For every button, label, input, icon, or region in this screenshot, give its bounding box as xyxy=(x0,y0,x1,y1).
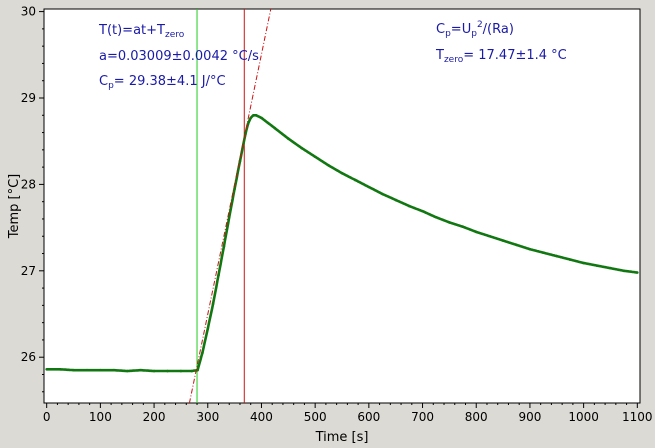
x-tick-label: 500 xyxy=(304,410,327,424)
data-point xyxy=(249,116,253,120)
data-point xyxy=(394,198,397,202)
data-point xyxy=(421,209,424,213)
data-point xyxy=(273,126,277,130)
data-point xyxy=(190,369,193,373)
data-point xyxy=(488,234,491,238)
x-tick-label: 700 xyxy=(411,410,434,424)
y-tick-label: 28 xyxy=(21,177,36,191)
annotation-model-sub: zero xyxy=(165,30,185,40)
x-axis-label: Time [s] xyxy=(315,430,369,445)
annotation-tzero-rest: = 17.47±1.4 °C xyxy=(463,48,567,63)
annotation-tzero-sub: zero xyxy=(444,55,464,65)
data-point xyxy=(474,230,478,234)
x-tick-label: 0 xyxy=(43,410,51,424)
data-point xyxy=(206,327,210,330)
data-point xyxy=(327,164,330,167)
data-point xyxy=(217,273,220,277)
x-tick-label: 900 xyxy=(518,410,541,424)
data-point xyxy=(227,215,231,219)
data-point xyxy=(367,185,371,189)
data-point xyxy=(461,225,465,229)
data-point xyxy=(201,351,204,355)
data-point xyxy=(380,192,384,196)
data-point xyxy=(568,258,572,261)
data-point xyxy=(622,269,626,273)
x-tick-label: 1000 xyxy=(568,410,599,424)
data-point xyxy=(582,261,585,265)
annotation-cp-rest: = 29.38±4.1 J/°C xyxy=(114,74,226,89)
x-tick-label: 300 xyxy=(196,410,219,424)
data-point xyxy=(528,247,532,251)
data-point xyxy=(448,221,451,224)
data-point xyxy=(609,266,612,270)
data-point xyxy=(595,264,599,267)
x-tick-label: 800 xyxy=(465,410,488,424)
y-axis: 26 27 28 29 30 xyxy=(21,5,44,393)
data-point xyxy=(196,368,199,372)
data-point xyxy=(112,368,116,372)
data-point xyxy=(260,116,263,120)
annotation-cp-sub: p xyxy=(108,81,114,91)
data-point xyxy=(542,251,545,254)
x-tick-label: 600 xyxy=(357,410,380,424)
annotation-model: T(t)=at+Tzero xyxy=(98,23,185,40)
data-point xyxy=(58,368,62,371)
annotation-cp-formula-sup: 2 xyxy=(477,20,483,30)
data-point xyxy=(340,171,344,175)
annotation-cp-formula-rest: /(Ra) xyxy=(483,22,514,37)
data-point xyxy=(254,113,258,117)
plot-area xyxy=(43,8,641,404)
annotation-cp-main: C xyxy=(99,74,108,89)
data-point xyxy=(211,302,215,305)
data-point xyxy=(407,204,411,208)
data-point xyxy=(166,369,169,373)
data-point xyxy=(501,239,505,242)
data-point xyxy=(179,369,183,373)
data-point xyxy=(125,369,129,373)
y-axis-label: Temp [°C] xyxy=(7,174,22,240)
annotation-tzero: Tzero= 17.47±1.4 °C xyxy=(435,48,567,65)
data-point xyxy=(72,368,75,372)
data-point xyxy=(152,369,156,373)
x-tick-label: 100 xyxy=(89,410,112,424)
data-point xyxy=(45,368,48,371)
annotation-cp: Cp= 29.38±4.1 J/°C xyxy=(99,74,226,91)
data-point xyxy=(300,146,304,150)
annotation-cp-formula: Cp=Up2/(Ra) xyxy=(436,20,514,39)
annotation-cp-formula-sub: p xyxy=(445,29,451,39)
data-point xyxy=(99,368,102,372)
x-tick-label: 400 xyxy=(250,410,273,424)
x-axis: 0 100 200 300 400 500 600 700 800 900 1000 1100 xyxy=(43,403,653,424)
annotation-cp-formula-mid: =U xyxy=(451,22,471,37)
data-point xyxy=(555,254,559,258)
data-points xyxy=(45,113,639,373)
data-point xyxy=(233,187,236,191)
annotation-cp-formula-sub2: p xyxy=(471,29,477,39)
data-point xyxy=(222,245,226,248)
y-tick-label: 27 xyxy=(21,264,36,278)
data-point xyxy=(252,113,255,117)
x-tick-label: 1100 xyxy=(622,410,653,424)
annotation-slope: a=0.03009±0.0042 °C/s xyxy=(99,49,259,64)
annotation-cp-formula-main: C xyxy=(436,22,445,37)
data-point xyxy=(313,155,317,159)
annotation-model-main: T(t)=at+T xyxy=(98,23,165,38)
data-point xyxy=(287,137,290,140)
annotation-tzero-main: T xyxy=(435,48,444,63)
data-point xyxy=(515,243,518,247)
data-point xyxy=(85,368,89,372)
data-point xyxy=(434,215,438,219)
x-tick-label: 200 xyxy=(143,410,166,424)
y-tick-label: 26 xyxy=(21,350,36,364)
data-point xyxy=(354,178,357,182)
y-tick-label: 30 xyxy=(21,5,36,19)
data-point xyxy=(636,271,639,274)
data-point xyxy=(139,368,142,372)
plot-content xyxy=(45,9,639,403)
fit-line xyxy=(188,9,272,403)
y-tick-label: 29 xyxy=(21,91,36,105)
